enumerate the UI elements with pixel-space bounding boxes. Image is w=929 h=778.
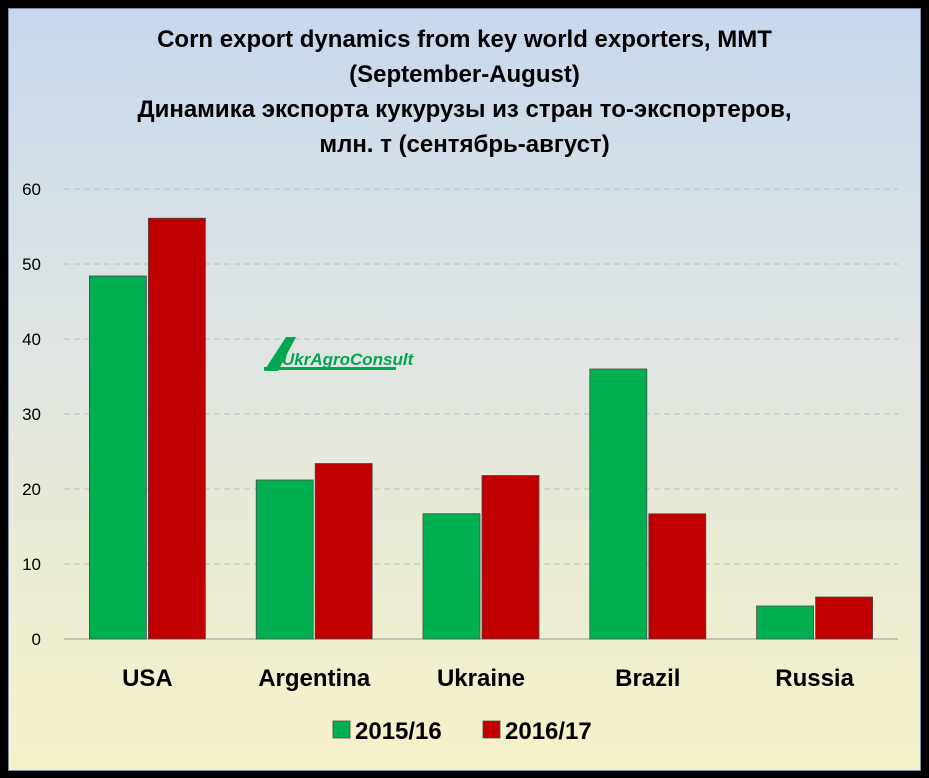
logo-mark-icon [264, 337, 296, 371]
y-tick-label: 10 [22, 555, 41, 574]
title-line-2: (September-August) [349, 61, 580, 88]
title-line-1: Corn export dynamics from key world expo… [157, 26, 772, 53]
legend-label: 2015/16 [355, 718, 442, 745]
bar-argentina-2015-16 [255, 479, 314, 640]
x-axis-tick-labels: USA Argentina Ukraine Brazil Russia [122, 665, 855, 692]
bar-usa-2015-16 [89, 275, 147, 640]
x-tick-label: USA [122, 665, 173, 692]
logo-text: UkrAgroConsult [282, 350, 415, 369]
y-tick-label: 20 [22, 480, 41, 499]
x-tick-label: Russia [775, 665, 854, 692]
x-tick-label: Argentina [258, 665, 371, 692]
title-line-3: Динамика экспорта кукурузы из стран то-э… [137, 96, 792, 123]
y-axis-tick-labels: 0 10 20 30 40 50 60 [22, 180, 41, 649]
x-tick-label: Brazil [615, 665, 680, 692]
legend-label: 2016/17 [505, 718, 592, 745]
chart-title: Corn export dynamics from key world expo… [0, 22, 929, 162]
bar-argentina-2016-17 [314, 463, 373, 640]
logo-underline [264, 367, 396, 370]
ukragroconsult-logo: UkrAgroConsult [264, 337, 415, 371]
bar-usa-2016-17 [147, 217, 206, 640]
bar-ukraine-2015-16 [422, 513, 481, 640]
bar-russia-2015-16 [756, 605, 814, 640]
legend: 2015/16 2016/17 [332, 718, 592, 745]
y-tick-label: 60 [22, 180, 41, 199]
title-line-4: млн. т (сентябрь-август) [319, 131, 610, 158]
y-tick-label: 30 [22, 405, 41, 424]
bar-brazil-2016-17 [648, 513, 707, 640]
legend-swatch [482, 720, 501, 739]
y-tick-label: 0 [32, 630, 41, 649]
x-tick-label: Ukraine [437, 665, 525, 692]
bars [89, 217, 873, 640]
y-tick-label: 50 [22, 255, 41, 274]
bar-ukraine-2016-17 [481, 475, 540, 640]
y-tick-label: 40 [22, 330, 41, 349]
bar-russia-2016-17 [815, 596, 873, 640]
bar-brazil-2015-16 [589, 368, 648, 640]
legend-swatch [332, 720, 351, 739]
